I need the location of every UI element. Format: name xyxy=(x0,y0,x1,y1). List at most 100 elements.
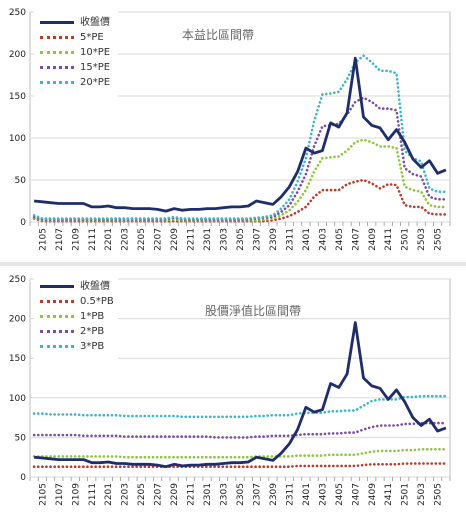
pb-x-tick-label: 2405 xyxy=(335,483,345,506)
pb-y-tick-label: 100 xyxy=(9,394,26,404)
pe-x-tick-label: 2207 xyxy=(154,228,164,251)
pe-legend-swatch xyxy=(40,81,74,84)
pb-legend-swatch xyxy=(40,330,74,333)
pb-x-tick-label: 2109 xyxy=(71,483,81,506)
pe-y-tick-label: 150 xyxy=(9,92,26,102)
pb-legend-item: 0.5*PB xyxy=(34,295,118,308)
pb-legend-item: 1*PB xyxy=(34,310,118,323)
chart-divider xyxy=(0,262,466,266)
pe-y-tick-label: 250 xyxy=(9,8,26,18)
pe-legend-label: 收盤價 xyxy=(80,17,110,28)
pe-legend-swatch xyxy=(40,66,74,69)
pb-x-tick-label: 2505 xyxy=(434,483,444,506)
pe-x-tick-label: 2111 xyxy=(88,228,98,251)
pb-legend-swatch xyxy=(40,285,74,288)
pe-series-line-0 xyxy=(33,56,447,213)
pe-x-tick-label: 2201 xyxy=(104,228,114,251)
pe-x-tick-label: 2311 xyxy=(285,228,295,251)
pb-legend-label: 2*PB xyxy=(80,326,105,337)
pb-x-tick-label: 2403 xyxy=(318,483,328,506)
pb-x-tick-label: 2301 xyxy=(203,483,213,506)
pb-y-tick-label: 150 xyxy=(9,354,26,364)
pb-x-tick-label: 2211 xyxy=(187,483,197,506)
pb-band-chart: 0 50 100 150 200 250 2105 2107 2109 2111 2201 2203 2… xyxy=(0,266,466,530)
pb-legend-swatch xyxy=(40,300,74,303)
pb-x-tick-label: 2309 xyxy=(269,483,279,506)
pe-x-tick-label: 2401 xyxy=(302,228,312,251)
pe-x-tick-label: 2109 xyxy=(71,228,81,251)
pe-x-tick-label: 2209 xyxy=(170,228,180,251)
pb-series-line-2 xyxy=(32,448,448,459)
pe-chart-title: 本益比區間帶 xyxy=(182,28,255,42)
pe-legend-swatch xyxy=(40,36,74,39)
pe-y-tick-label: 100 xyxy=(9,134,26,144)
pb-legend-swatch xyxy=(40,345,74,348)
pe-x-tick-label: 2411 xyxy=(384,228,394,251)
pb-legend-label: 3*PB xyxy=(80,341,105,352)
pe-legend-label: 5*PE xyxy=(80,32,104,43)
pe-band-chart: 0 50 100 150 200 250 2105 2107 2109 2111 2201 2203 2… xyxy=(0,0,466,262)
pb-band-plot: 0 50 100 150 200 250 2105 2107 2109 2111 2201 2203 2… xyxy=(9,275,451,506)
pb-x-tick-label: 2411 xyxy=(384,483,394,506)
pe-legend-swatch xyxy=(40,51,74,54)
pe-x-tick-label: 2107 xyxy=(55,228,65,251)
pe-x-tick-label: 2405 xyxy=(335,228,345,251)
pe-legend-label: 15*PE xyxy=(80,62,111,73)
pb-legend-swatch xyxy=(40,315,74,318)
pb-x-tick-label: 2307 xyxy=(252,483,262,506)
pe-x-tick-label: 2301 xyxy=(203,228,213,251)
pb-x-tick-label: 2503 xyxy=(417,483,427,506)
pb-x-tick-label: 2303 xyxy=(220,483,230,506)
pe-chart-legend: 收盤價 5*PE 10*PE 15*PE 20*PE xyxy=(34,10,118,106)
pb-x-tick-label: 2107 xyxy=(55,483,65,506)
pe-legend-label: 20*PE xyxy=(80,77,111,88)
pe-legend-item: 15*PE xyxy=(34,61,118,74)
pe-x-tick-label: 2409 xyxy=(368,228,378,251)
pb-x-tick-label: 2207 xyxy=(154,483,164,506)
pb-x-tick-label: 2501 xyxy=(401,483,411,506)
pb-legend-label: 0.5*PB xyxy=(80,296,114,307)
pe-x-tick-label: 2303 xyxy=(220,228,230,251)
pe-x-tick-label: 2307 xyxy=(252,228,262,251)
pb-x-tick-label: 2209 xyxy=(170,483,180,506)
pb-series-line-1 xyxy=(32,462,448,468)
pe-legend-swatch xyxy=(40,21,74,24)
pe-x-tick-label: 2503 xyxy=(417,228,427,251)
pe-y-tick-label: 0 xyxy=(20,218,26,228)
pb-y-tick-label: 50 xyxy=(15,433,27,443)
pb-legend-label: 1*PB xyxy=(80,311,105,322)
pe-x-tick-label: 2305 xyxy=(236,228,246,251)
pb-series-line-0 xyxy=(33,321,447,469)
pe-series-line-3 xyxy=(32,96,448,221)
pb-y-tick-label: 250 xyxy=(9,275,26,285)
pb-x-tick-label: 2305 xyxy=(236,483,246,506)
pb-series-line-3 xyxy=(32,421,448,439)
pe-legend-item: 5*PE xyxy=(34,31,118,44)
pb-x-tick-label: 2201 xyxy=(104,483,114,506)
pb-x-tick-label: 2203 xyxy=(121,483,131,506)
pe-legend-label: 10*PE xyxy=(80,47,111,58)
pe-band-plot: 0 50 100 150 200 250 2105 2107 2109 2111 2201 2203 2… xyxy=(9,8,451,251)
pb-x-tick-label: 2105 xyxy=(38,483,48,506)
pb-x-tick-label: 2409 xyxy=(368,483,378,506)
pe-x-tick-label: 2105 xyxy=(38,228,48,251)
pe-x-tick-label: 2407 xyxy=(351,228,361,251)
pe-x-tick-label: 2501 xyxy=(401,228,411,251)
pe-x-tick-label: 2505 xyxy=(434,228,444,251)
pb-y-tick-label: 0 xyxy=(20,473,26,483)
pe-x-tick-label: 2203 xyxy=(121,228,131,251)
pe-y-tick-label: 50 xyxy=(15,176,27,186)
pe-legend-item: 20*PE xyxy=(34,76,118,89)
pe-series-line-4 xyxy=(32,54,448,220)
pb-legend-label: 收盤價 xyxy=(80,281,110,292)
pb-legend-item: 收盤價 xyxy=(34,280,118,293)
pb-legend-item: 2*PB xyxy=(34,325,118,338)
pe-x-tick-label: 2309 xyxy=(269,228,279,251)
pb-x-tick-label: 2401 xyxy=(302,483,312,506)
pe-x-tick-label: 2211 xyxy=(187,228,197,251)
pe-x-tick-label: 2403 xyxy=(318,228,328,251)
pe-series-line-1 xyxy=(32,178,448,223)
pb-series-line-4 xyxy=(32,394,448,419)
pb-legend-item: 3*PB xyxy=(34,340,118,353)
pe-legend-item: 收盤價 xyxy=(34,16,118,29)
